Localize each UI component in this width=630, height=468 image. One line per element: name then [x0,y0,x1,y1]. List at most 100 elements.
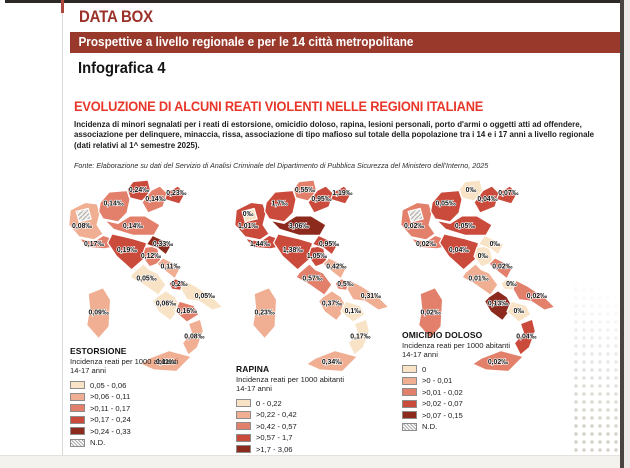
legend-label: >0,06 - 0,11 [90,392,131,402]
region-value-label-puglia: 0,31‰ [361,293,381,300]
region-value-label-piemonte: 0,08‰ [72,223,92,230]
region-value-label-sicilia: 0,34‰ [322,359,342,366]
region-value-label-umbria: 0‰ [478,253,489,260]
region-lombardia [429,189,463,223]
region-toscana [272,233,314,271]
region-sardegna [252,286,278,340]
map-subtitle: Incidenza reati per 1000 abitanti 14-17 … [402,341,511,360]
region-friuli [329,185,353,205]
region-value-label-molise: 0,5‰ [337,281,354,288]
map-subtitle: Incidenza reati per 1000 abitanti 14-17 … [70,357,179,376]
region-value-label-sardegna: 0,23‰ [254,310,274,317]
region-puglia [180,279,224,311]
region-value-label-emilia: 3,06‰ [289,223,309,230]
legend-label: >0 - 0,01 [422,376,453,386]
region-value-label-molise: 0,2‰ [171,281,188,288]
region-value-label-umbria: 1,05‰ [307,253,327,260]
region-piemonte [234,201,270,241]
region-abruzzo [156,257,182,280]
region-value-label-abruzzo: 0,02‰ [492,263,512,270]
region-friuli [163,185,187,205]
region-calabria [513,318,536,357]
legend-row: >0,22 - 0,42 [236,410,386,419]
legend-label: >0,24 - 0,33 [90,426,131,436]
italy-choropleth-omicidio-doloso: 0,02‰0,05‰0‰0,04‰0,07‰0,02‰0,05‰0,04‰0‰0… [400,180,556,373]
legend-label: 0 [422,364,427,374]
region-lazio [295,262,333,297]
map-legend-rapina: RAPINA Incidenza reati per 1000 abitanti … [236,364,386,456]
legend-label: >0,07 - 0,15 [422,410,463,420]
region-value-label-veneto: 0,95‰ [311,196,331,203]
region-value-label-abruzzo: 0,42‰ [326,263,346,270]
legend-swatch [70,404,85,413]
legend-row: 0 [402,365,552,374]
map-title: OMICIDIO DOLOSO [402,330,483,340]
legend-row: 0 - 0,22 [236,399,386,408]
legend-row: 0,05 - 0,06 [70,381,220,390]
legend-row: >0,07 - 0,15 [402,411,552,420]
region-value-label-vda: 0‰ [243,211,254,218]
region-sicilia [139,349,193,373]
region-value-label-friuli: 1,19‰ [332,190,352,197]
region-value-label-abruzzo: 0,11‰ [160,263,180,270]
region-marche [311,234,339,256]
legend-label: >0,01 - 0,02 [422,387,463,397]
databox-kicker: DATA BOX [79,7,153,26]
region-value-label-basilicata: 0,16‰ [177,308,197,315]
region-value-label-lombardia: 1,7‰ [271,200,288,207]
map-block-rapina: 1,01‰ 0‰ 1,7‰ 0,55‰ 0,95‰ 1,19‰ 1,44‰ 3,06‰ 1,38… [224,178,406,458]
maps-row: 0,08‰ 0,14‰ 0,24‰ 0,14‰ 0,23‰ 0,17‰ 0,14‰ 0,19‰… [0,178,620,458]
region-toscana [438,233,480,271]
region-basilicata [340,300,366,323]
region-value-label-toscana: 0,19‰ [117,247,137,254]
map-block-estorsione: 0,08‰ 0,14‰ 0,24‰ 0,14‰ 0,23‰ 0,17‰ 0,14‰ 0,19‰… [58,178,240,458]
legend-swatch [402,411,417,420]
region-value-label-trentino: 0‰ [466,187,477,194]
legend-swatch [70,415,85,424]
region-value-label-piemonte: 0,02‰ [404,223,424,230]
region-value-label-trentino: 0,55‰ [295,187,315,194]
legend-row: N.D. [70,438,220,447]
article-source: Fonte: Elaborazione su dati del Servizio… [74,161,489,170]
region-value-label-campania: 0,37‰ [322,301,342,308]
region-abruzzo [488,257,514,280]
region-value-label-emilia: 0,14‰ [123,223,143,230]
legend-label: >0,42 - 0,57 [256,421,297,431]
legend-row: >1,7 - 3,06 [236,445,386,454]
legend-label: 0 - 0,22 [256,398,282,408]
legend-swatch [70,427,85,436]
region-value-label-liguria: 0,02‰ [416,241,436,248]
region-lombardia [97,189,131,223]
region-value-label-lombardia: 0,05‰ [435,200,455,207]
halftone-dots-decoration [572,230,620,458]
article-title: EVOLUZIONE DI ALCUNI REATI VIOLENTI NELL… [74,99,484,114]
legend-row: N.D. [402,422,552,431]
region-value-label-veneto: 0,04‰ [477,196,497,203]
legend-label: 0,05 - 0,06 [90,380,127,390]
legend-row: >0,17 - 0,24 [70,415,220,424]
legend-swatch [70,438,85,447]
region-vda [407,207,424,223]
region-campania [317,290,348,322]
region-value-label-marche: 0,95‰ [319,241,339,248]
region-lombardia [263,189,297,223]
region-campania [483,290,514,322]
legend-label: >0,17 - 0,24 [90,415,131,425]
region-vda [241,207,258,223]
legend-swatch [236,410,251,419]
legend-swatch [402,388,417,397]
region-value-label-friuli: 0,23‰ [166,190,186,197]
legend-swatch [236,433,251,442]
region-sicilia [305,349,359,373]
legend-label: >0,22 - 0,42 [256,410,297,420]
region-value-label-puglia: 0,05‰ [195,293,215,300]
region-sardegna [86,286,112,340]
region-value-label-liguria: 0,17‰ [84,241,104,248]
region-basilicata [506,300,532,323]
region-value-label-toscana: 0,04‰ [449,247,469,254]
region-calabria [181,318,204,357]
region-sicilia [471,349,525,373]
legend-label: >0,02 - 0,07 [422,399,463,409]
legend-row: >0,06 - 0,11 [70,392,220,401]
